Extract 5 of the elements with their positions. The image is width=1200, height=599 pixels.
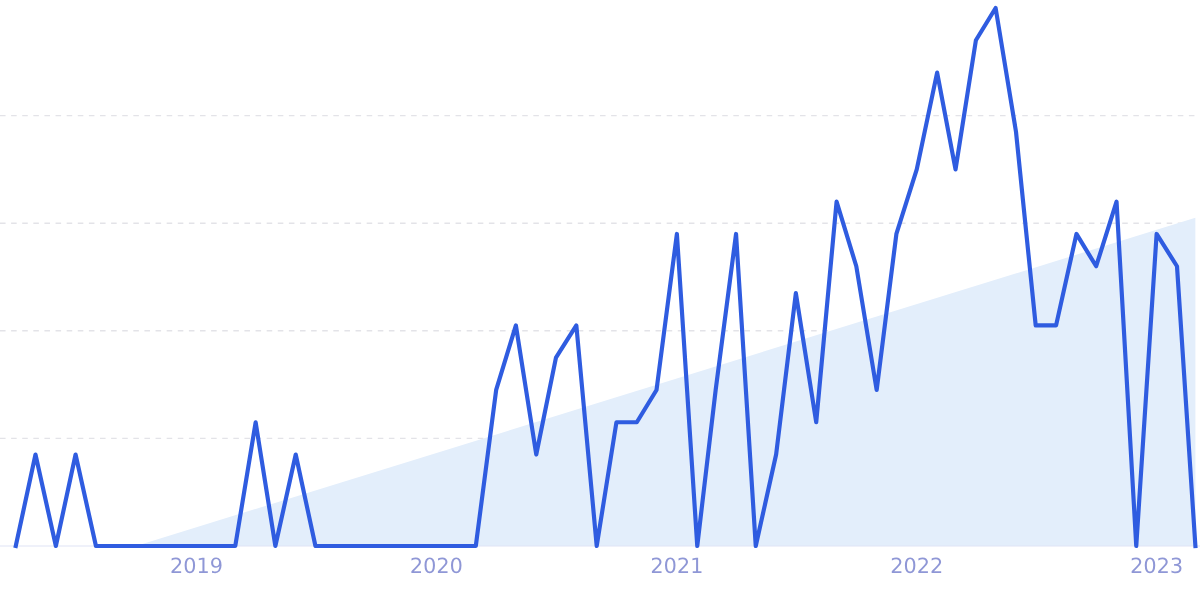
x-tick-label: 2020 (411, 557, 462, 574)
x-tick-label: 2022 (891, 557, 942, 574)
x-tick-label: 2019 (171, 557, 222, 574)
x-tick-label: 2021 (651, 557, 702, 574)
x-tick-label: 2023 (1131, 557, 1182, 574)
